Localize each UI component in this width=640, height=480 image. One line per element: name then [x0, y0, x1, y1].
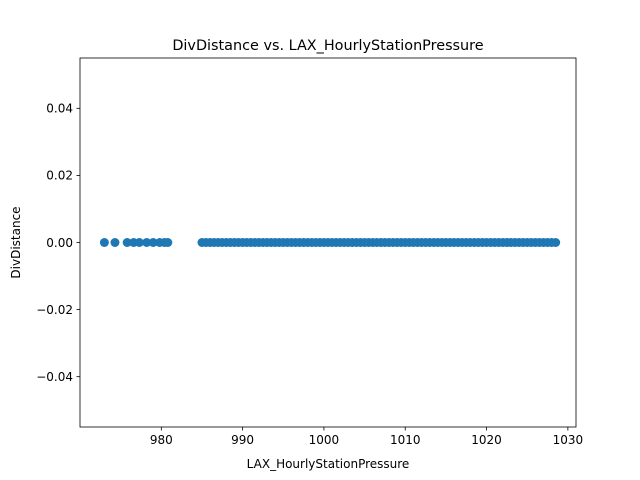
y-tick-label: 0.00	[46, 236, 73, 250]
data-point	[122, 238, 132, 247]
x-tick-label: 980	[150, 433, 173, 447]
data-point	[134, 238, 144, 247]
x-tick-label: 1000	[309, 433, 340, 447]
data-point	[110, 238, 120, 247]
chart-title: DivDistance vs. LAX_HourlyStationPressur…	[172, 38, 483, 54]
data-point	[551, 238, 561, 247]
y-tick-label: −0.02	[36, 303, 73, 317]
data-points	[99, 238, 561, 247]
x-tick-label: 1030	[553, 433, 584, 447]
data-point	[163, 238, 173, 247]
y-tick-label: −0.04	[36, 370, 73, 384]
data-point	[142, 238, 152, 247]
x-tick-label: 1020	[471, 433, 502, 447]
y-tick-label: 0.02	[46, 169, 73, 183]
x-tick-label: 990	[231, 433, 254, 447]
data-point	[99, 238, 109, 247]
x-tick-label: 1010	[390, 433, 421, 447]
y-axis-label: DivDistance	[9, 206, 23, 278]
y-axis: −0.04 −0.02 0.00 0.02 0.04	[36, 102, 80, 384]
x-axis-label: LAX_HourlyStationPressure	[247, 457, 410, 471]
data-point	[148, 238, 158, 247]
y-tick-label: 0.04	[46, 102, 73, 116]
x-axis: 980 990 1000 1010 1020 1030	[150, 427, 583, 447]
